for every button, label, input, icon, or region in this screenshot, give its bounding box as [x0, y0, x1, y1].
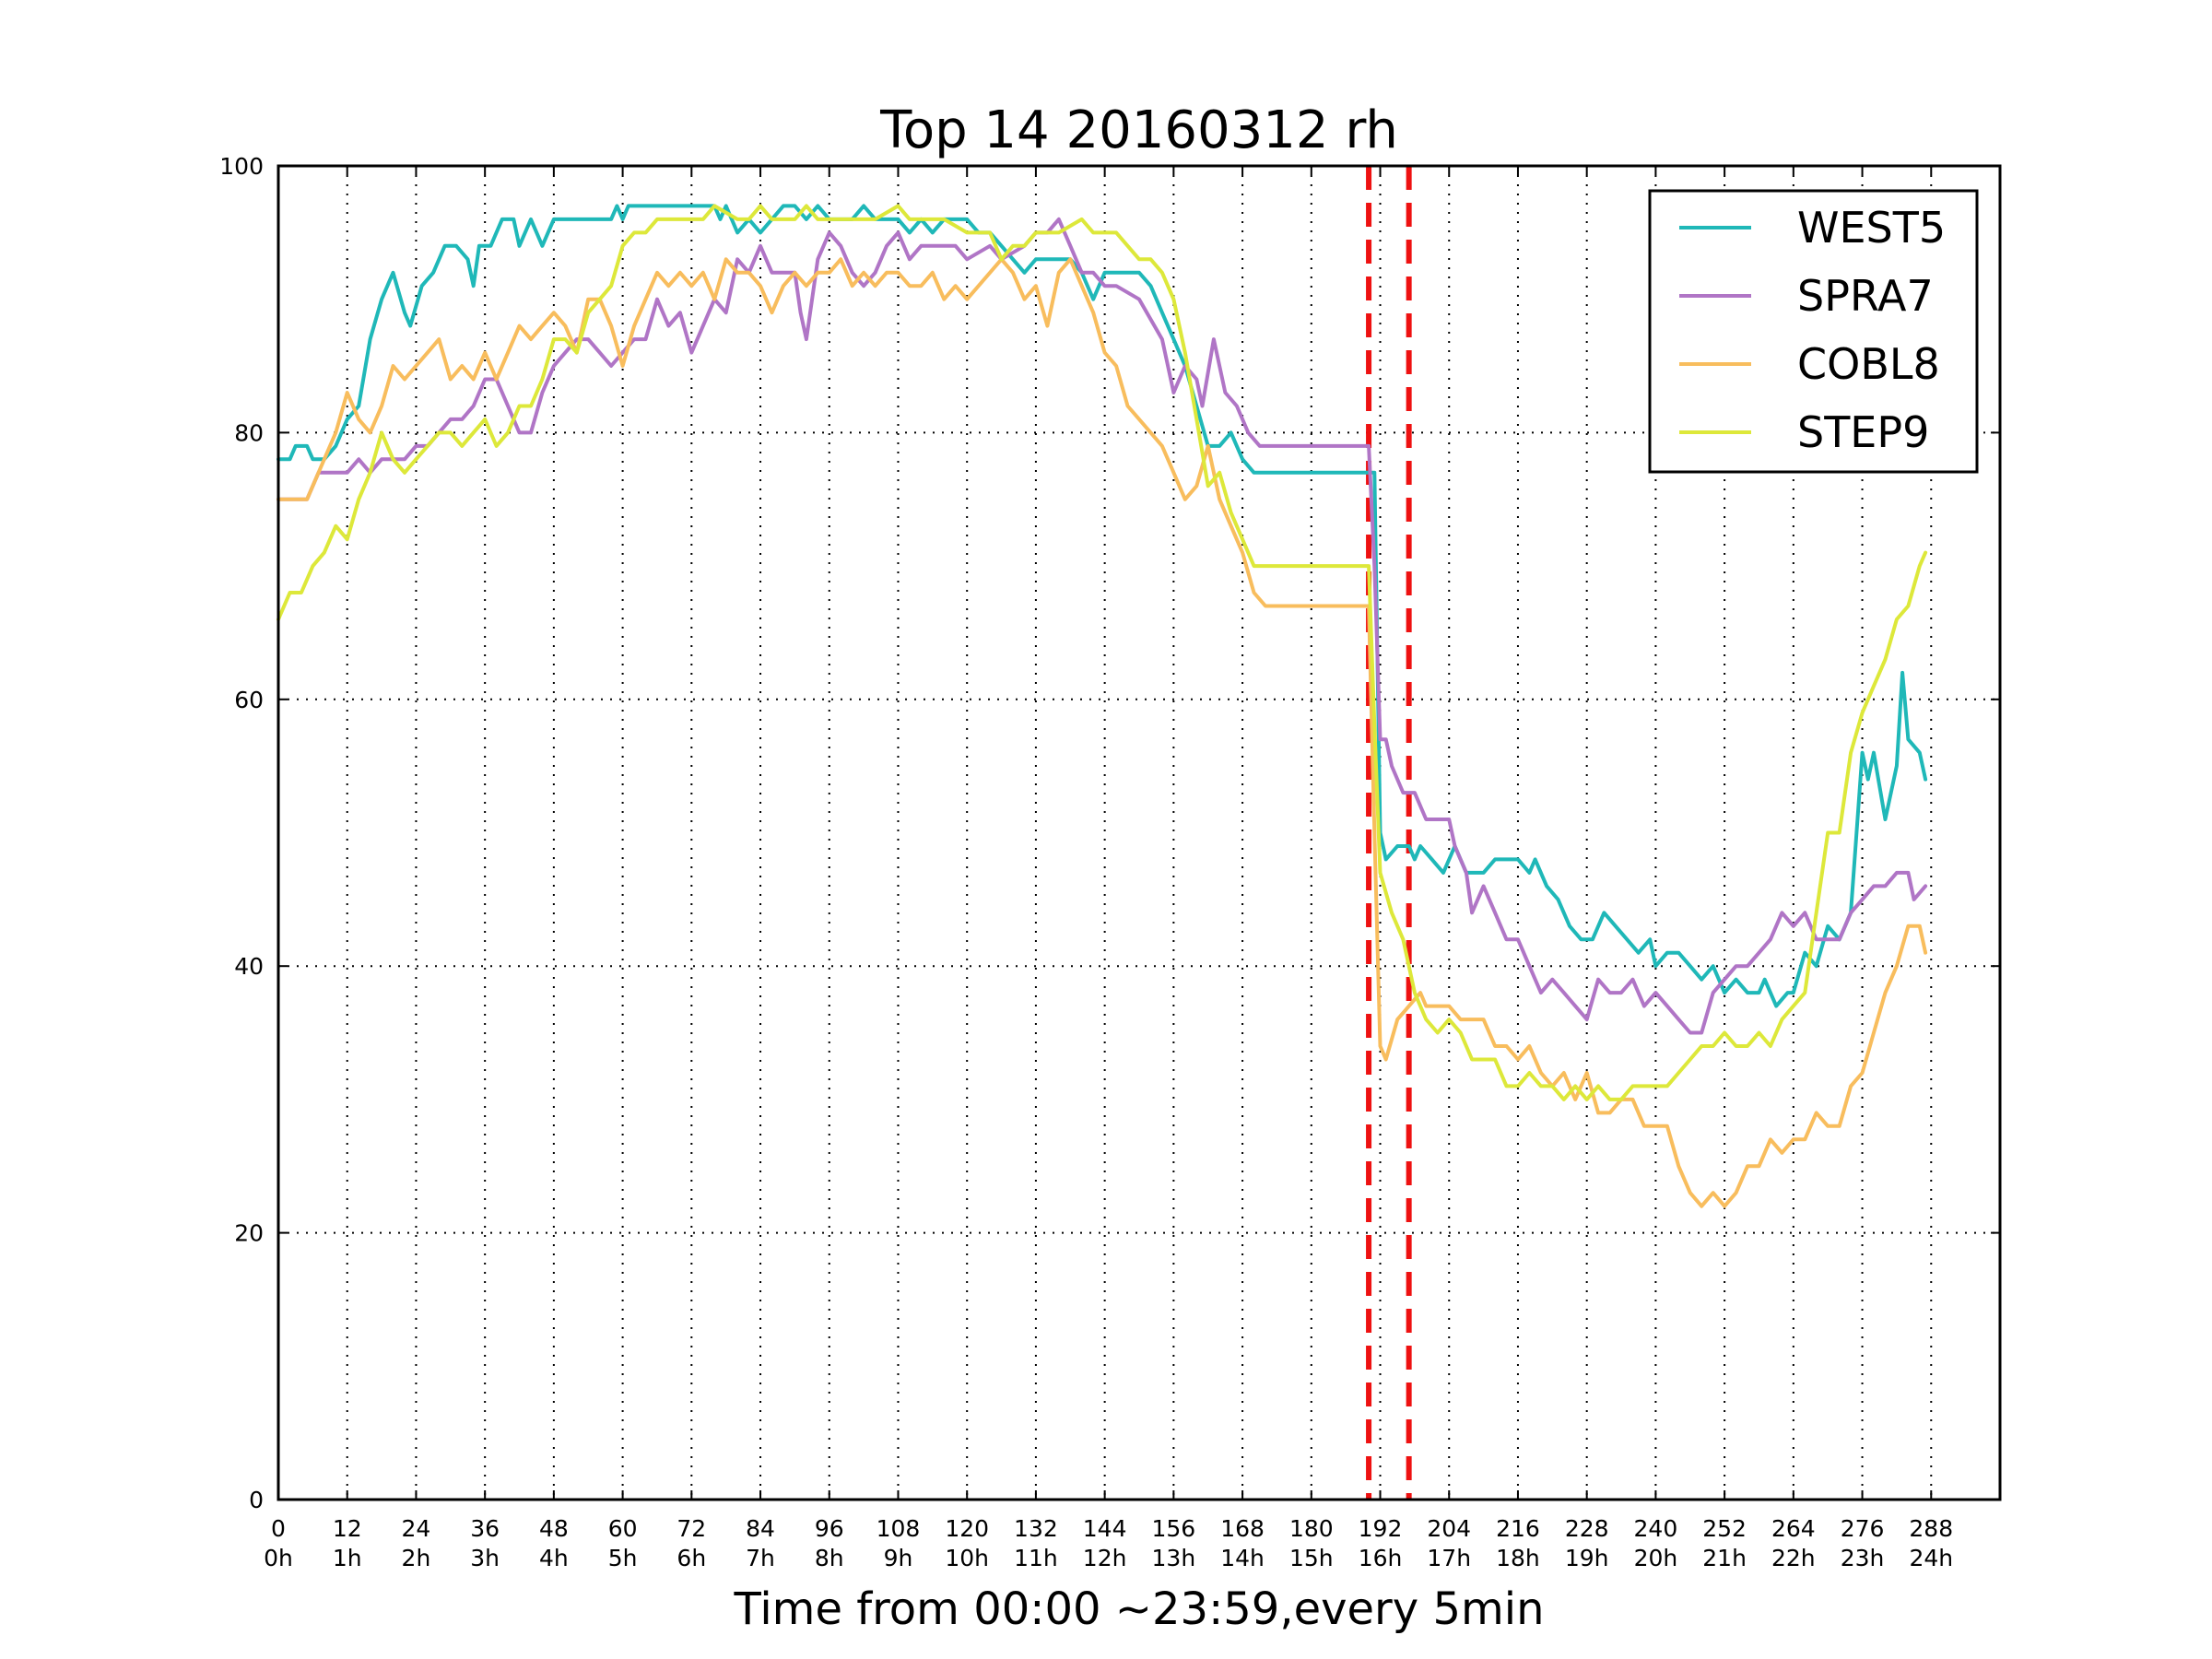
x-tick-hour-label: 10h	[945, 1545, 989, 1571]
x-tick-label: 240	[1634, 1515, 1678, 1542]
x-tick-hour-label: 5h	[608, 1545, 638, 1571]
x-tick-label: 72	[677, 1515, 706, 1542]
x-tick-label: 132	[1014, 1515, 1058, 1542]
y-tick-label: 60	[234, 687, 264, 713]
x-tick-hour-label: 16h	[1359, 1545, 1403, 1571]
x-tick-hour-label: 7h	[746, 1545, 775, 1571]
x-tick-hour-label: 3h	[470, 1545, 500, 1571]
x-tick-label: 12	[333, 1515, 362, 1542]
x-tick-hour-label: 9h	[884, 1545, 913, 1571]
x-tick-hour-label: 21h	[1702, 1545, 1747, 1571]
x-tick-hour-label: 23h	[1841, 1545, 1885, 1571]
x-axis-label: Time from 00:00 ~23:59,every 5min	[734, 1583, 1545, 1635]
x-tick-hour-label: 14h	[1220, 1545, 1265, 1571]
x-tick-label: 36	[470, 1515, 500, 1542]
y-tick-label: 0	[249, 1487, 264, 1513]
x-tick-label: 168	[1220, 1515, 1265, 1542]
x-tick-label: 192	[1359, 1515, 1403, 1542]
y-tick-label: 40	[234, 953, 264, 980]
legend-box	[1648, 189, 1979, 474]
y-tick-label: 80	[234, 419, 264, 446]
x-tick-hour-label: 18h	[1496, 1545, 1540, 1571]
series-line-spra7	[276, 217, 1928, 1035]
chart-title: Top 14 20160312 rh	[879, 100, 1398, 160]
legend-label: WEST5	[1797, 203, 1946, 253]
x-tick-label: 204	[1427, 1515, 1471, 1542]
x-tick-hour-label: 19h	[1565, 1545, 1609, 1571]
legend-label: SPRA7	[1797, 271, 1934, 321]
legend-label: STEP9	[1797, 407, 1929, 457]
x-tick-label: 228	[1565, 1515, 1609, 1542]
series-line-step9	[276, 204, 1928, 1101]
legend-label: COBL8	[1797, 339, 1940, 389]
x-tick-label: 120	[945, 1515, 989, 1542]
x-tick-label: 48	[539, 1515, 569, 1542]
x-tick-label: 0	[271, 1515, 286, 1542]
series-line-cobl8	[276, 257, 1928, 1208]
x-tick-hour-label: 17h	[1427, 1545, 1471, 1571]
x-tick-label: 156	[1152, 1515, 1196, 1542]
y-tick-label: 100	[219, 153, 264, 180]
x-tick-hour-label: 12h	[1083, 1545, 1127, 1571]
x-tick-hour-label: 20h	[1634, 1545, 1678, 1571]
x-tick-label: 108	[877, 1515, 921, 1542]
x-tick-label: 60	[608, 1515, 638, 1542]
legend: WEST5 SPRA7 COBL8 STEP9	[1648, 189, 1979, 474]
x-tick-label: 216	[1496, 1515, 1540, 1542]
x-tick-hour-label: 11h	[1014, 1545, 1058, 1571]
x-tick-hour-label: 4h	[539, 1545, 569, 1571]
x-tick-hour-label: 8h	[815, 1545, 844, 1571]
x-tick-label: 24	[402, 1515, 431, 1542]
x-tick-hour-label: 22h	[1771, 1545, 1816, 1571]
x-tick-hour-label: 6h	[677, 1545, 706, 1571]
x-tick-label: 264	[1771, 1515, 1816, 1542]
x-tick-hour-label: 2h	[402, 1545, 431, 1571]
axis-ticks: 0 0h 12 1h 24 2h 36 3h 48 4h 60 5h 72 6h 84 7h 96 8h 108 9h…	[219, 153, 2000, 1571]
x-tick-label: 180	[1289, 1515, 1334, 1542]
x-tick-label: 288	[1909, 1515, 1953, 1542]
x-tick-hour-label: 1h	[333, 1545, 362, 1571]
x-tick-label: 252	[1702, 1515, 1747, 1542]
data-series	[276, 204, 1928, 1208]
plot-frame	[276, 164, 2002, 1501]
y-tick-label: 20	[234, 1220, 264, 1247]
x-tick-label: 96	[815, 1515, 844, 1542]
x-tick-hour-label: 24h	[1909, 1545, 1953, 1571]
x-tick-label: 84	[746, 1515, 775, 1542]
x-tick-hour-label: 0h	[264, 1545, 293, 1571]
event-markers	[1366, 166, 1412, 1500]
x-tick-label: 276	[1841, 1515, 1885, 1542]
series-line-west5	[276, 204, 1928, 1008]
x-tick-hour-label: 15h	[1289, 1545, 1334, 1571]
x-tick-label: 144	[1083, 1515, 1127, 1542]
x-tick-hour-label: 13h	[1152, 1545, 1196, 1571]
